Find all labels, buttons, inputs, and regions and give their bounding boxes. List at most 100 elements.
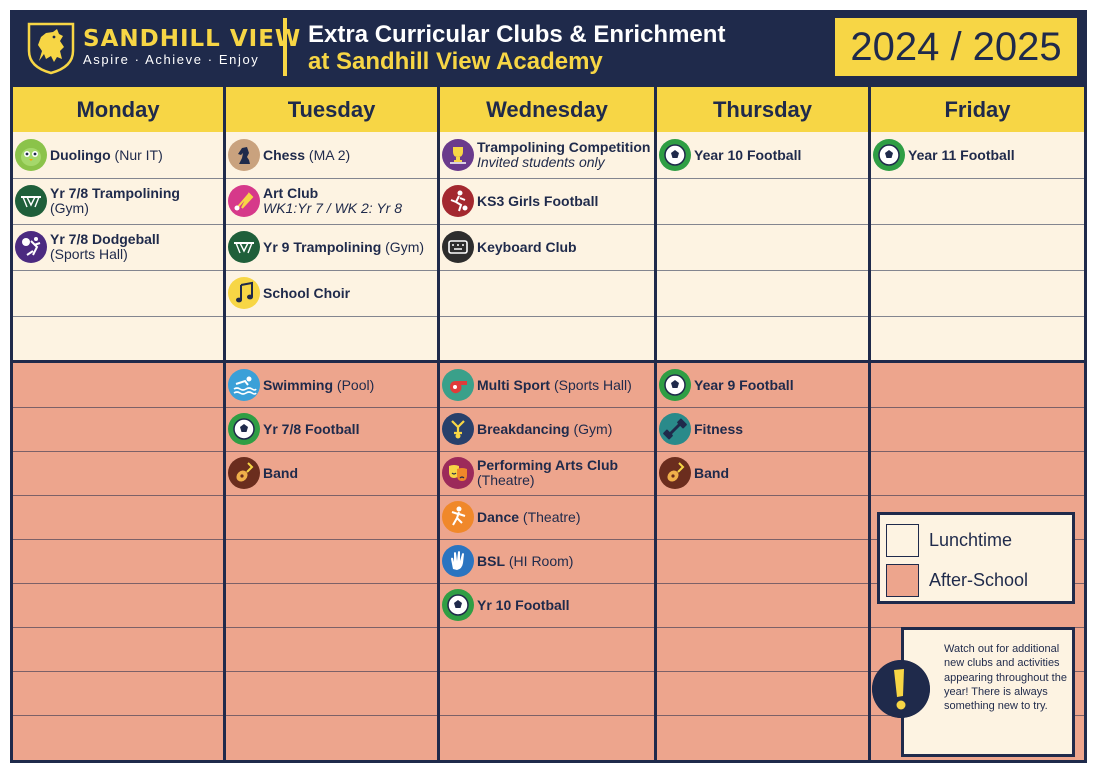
after-school-cell-monday bbox=[13, 363, 223, 760]
club-name: Fitness bbox=[694, 420, 744, 437]
dodgeball-icon bbox=[15, 231, 47, 263]
club-name: Year 11 Football bbox=[908, 146, 1015, 163]
club-label: Keyboard Club bbox=[477, 238, 577, 255]
after-school-cell-tuesday bbox=[226, 363, 437, 760]
after-school-cell-wednesday bbox=[440, 363, 654, 760]
note-text: Watch out for additional new clubs and a… bbox=[944, 643, 1067, 713]
club-name: Breakdancing bbox=[477, 420, 570, 437]
after-school-item: Band bbox=[228, 455, 298, 491]
club-label: Swimming (Pool) bbox=[263, 376, 375, 393]
column-divider bbox=[223, 87, 226, 760]
club-label: Breakdancing (Gym) bbox=[477, 420, 613, 437]
club-label: Year 9 Football bbox=[694, 377, 794, 393]
lunchtime-item: Duolingo (Nur IT) bbox=[15, 137, 163, 173]
club-name: Band bbox=[263, 464, 298, 481]
lunchtime-item: Yr 7/8 Trampolining (Gym) bbox=[15, 183, 180, 219]
club-note: Invited students only bbox=[477, 154, 605, 170]
after-school-item: Swimming (Pool) bbox=[228, 367, 374, 403]
club-location: (Pool) bbox=[333, 376, 375, 393]
header: SANDHILL VIEW Aspire · Achieve · Enjoy E… bbox=[10, 10, 1087, 84]
theatre-masks-icon bbox=[442, 457, 474, 489]
football-icon bbox=[873, 139, 905, 171]
club-label: Dance (Theatre) bbox=[477, 509, 581, 525]
lunchtime-cell-thursday bbox=[657, 132, 868, 360]
chess-knight-icon bbox=[228, 139, 260, 171]
club-location: (HI Room) bbox=[505, 552, 574, 569]
session-divider bbox=[13, 360, 1084, 363]
brand-name: SANDHILL VIEW bbox=[83, 26, 302, 52]
after-school-item: Yr 10 Football bbox=[442, 587, 570, 623]
lunchtime-item: Trampolining Competition Invited students… bbox=[442, 137, 650, 173]
club-name: Art Club bbox=[263, 185, 319, 201]
club-name: Yr 7/8 Trampolining bbox=[50, 185, 180, 201]
after-school-item: Year 9 Football bbox=[659, 367, 794, 403]
academic-year: 2024 / 2025 bbox=[835, 18, 1077, 76]
football-icon bbox=[442, 589, 474, 621]
club-name: Swimming bbox=[263, 376, 334, 393]
after-school-item: Band bbox=[659, 455, 729, 491]
club-location: (Gym) bbox=[50, 200, 89, 216]
day-header-thursday: Thursday bbox=[657, 87, 868, 132]
club-location: (Theatre) bbox=[477, 472, 535, 488]
club-label: Yr 7/8 Trampolining (Gym) bbox=[50, 186, 180, 216]
after-school-swatch bbox=[886, 564, 919, 597]
club-location: (Sports Hall) bbox=[550, 376, 632, 393]
club-location: (Gym) bbox=[569, 420, 613, 437]
club-label: Multi Sport (Sports Hall) bbox=[477, 376, 632, 393]
lunchtime-item: Chess (MA 2) bbox=[228, 137, 350, 173]
club-name: Keyboard Club bbox=[477, 238, 577, 255]
club-name: Yr 9 Trampolining bbox=[263, 238, 382, 255]
after-school-item: Dance (Theatre) bbox=[442, 499, 581, 535]
breakdance-icon bbox=[442, 413, 474, 445]
club-label: Yr 7/8 Football bbox=[263, 421, 359, 437]
row-divider bbox=[13, 178, 1084, 179]
club-name: Duolingo bbox=[50, 146, 111, 163]
trophy-icon bbox=[442, 139, 474, 171]
lion-crest-icon bbox=[27, 22, 75, 75]
football-icon bbox=[659, 369, 691, 401]
club-label: BSL (HI Room) bbox=[477, 552, 574, 569]
club-label: Chess (MA 2) bbox=[263, 146, 351, 163]
after-school-item: Breakdancing (Gym) bbox=[442, 411, 612, 447]
after-school-item: Multi Sport (Sports Hall) bbox=[442, 367, 632, 403]
club-location: (Gym) bbox=[381, 238, 425, 255]
club-name: Yr 10 Football bbox=[477, 596, 570, 613]
after-school-item: Performing Arts Club (Theatre) bbox=[442, 455, 618, 491]
club-name: Band bbox=[694, 464, 729, 481]
lunchtime-item: Year 11 Football bbox=[873, 137, 1015, 173]
column-divider bbox=[654, 87, 657, 760]
page-subtitle: at Sandhill View Academy bbox=[308, 48, 603, 75]
club-label: Band bbox=[263, 464, 298, 481]
football-player-icon bbox=[442, 185, 474, 217]
club-label: Fitness bbox=[694, 420, 744, 437]
brand-motto: Aspire · Achieve · Enjoy bbox=[83, 52, 260, 67]
club-label: Yr 9 Trampolining (Gym) bbox=[263, 238, 425, 255]
club-label: KS3 Girls Football bbox=[477, 193, 598, 209]
lunchtime-item: Keyboard Club bbox=[442, 229, 577, 265]
row-divider bbox=[13, 224, 1084, 225]
column-divider bbox=[868, 87, 871, 760]
after-school-cell-thursday bbox=[657, 363, 868, 760]
lunchtime-cell-wednesday bbox=[440, 132, 654, 360]
whistle-icon bbox=[442, 369, 474, 401]
club-label: Yr 7/8 Dodgeball (Sports Hall) bbox=[50, 232, 160, 262]
lunchtime-item: School Choir bbox=[228, 275, 350, 311]
info-note: Watch out for additional new clubs and a… bbox=[901, 627, 1075, 757]
day-header-monday: Monday bbox=[13, 87, 223, 132]
row-divider bbox=[13, 715, 1084, 716]
club-label: Year 11 Football bbox=[908, 146, 1015, 163]
club-label: Band bbox=[694, 464, 729, 481]
lunchtime-item: Yr 7/8 Dodgeball (Sports Hall) bbox=[15, 229, 160, 265]
club-name: Chess bbox=[263, 146, 306, 163]
timetable-frame: SANDHILL VIEW Aspire · Achieve · Enjoy E… bbox=[10, 10, 1087, 763]
lunchtime-item: Yr 9 Trampolining (Gym) bbox=[228, 229, 424, 265]
after-school-item: Yr 7/8 Football bbox=[228, 411, 359, 447]
legend-lunchtime-label: Lunchtime bbox=[929, 530, 1013, 550]
swimming-icon bbox=[228, 369, 260, 401]
club-location: (MA 2) bbox=[305, 146, 351, 163]
dumbbell-icon bbox=[659, 413, 691, 445]
exclamation-icon bbox=[872, 660, 930, 718]
sign-language-hand-icon bbox=[442, 545, 474, 577]
after-school-item: BSL (HI Room) bbox=[442, 543, 573, 579]
row-divider bbox=[13, 270, 1084, 271]
